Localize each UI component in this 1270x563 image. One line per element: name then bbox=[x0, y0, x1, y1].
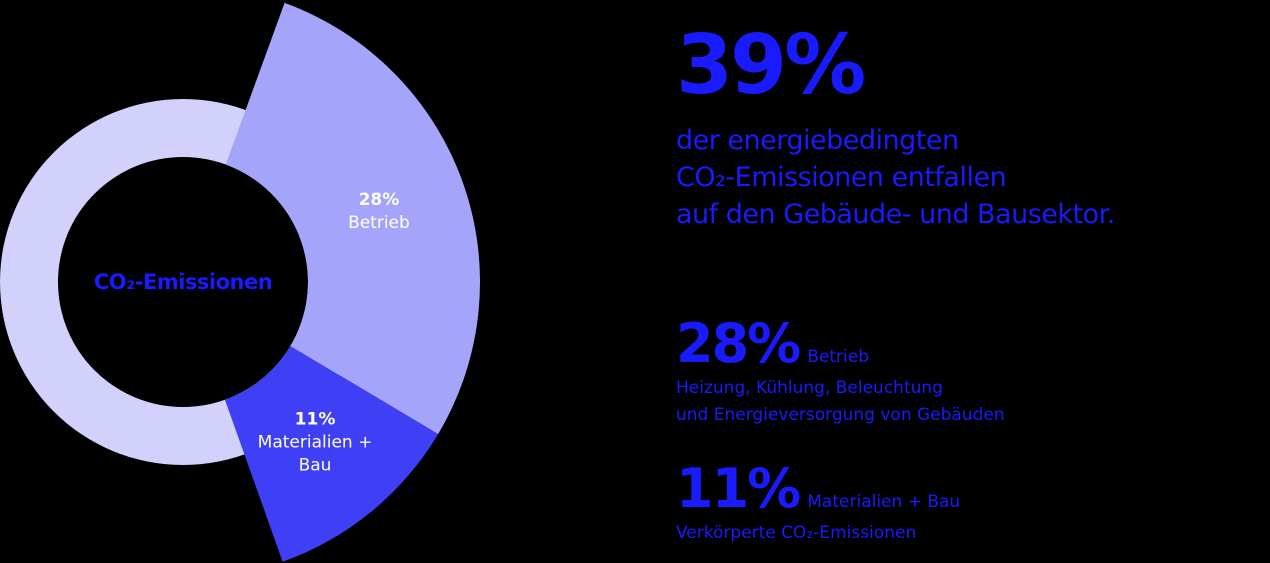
headline-line: auf den Gebäude- und Bausektor. bbox=[676, 199, 1115, 230]
headline-value: 39% bbox=[676, 18, 866, 113]
segment-label: 11% Materialien + Bau bbox=[250, 408, 380, 477]
detail-value: 11% bbox=[676, 457, 801, 520]
headline-line: der energiebedingten bbox=[676, 125, 959, 156]
detail: 28% Betrieb Heizung, Kühlung, Beleuchtung… bbox=[676, 312, 1005, 429]
segment-value: 11% bbox=[294, 409, 336, 430]
detail-line: Heizung, Kühlung, Beleuchtung bbox=[676, 378, 943, 398]
center-label: CO₂-Emissionen bbox=[93, 270, 273, 294]
segment-value: 28% bbox=[358, 190, 400, 211]
segment-name: Materialien + Bau bbox=[257, 432, 373, 476]
detail-name: Betrieb bbox=[807, 347, 870, 367]
segment-name: Betrieb bbox=[348, 213, 410, 234]
headline-text: der energiebedingten CO₂-Emissionen entf… bbox=[676, 122, 1115, 233]
pie-segment bbox=[224, 346, 439, 562]
segment-label: 28% Betrieb bbox=[314, 189, 444, 235]
pie-segment bbox=[225, 2, 480, 435]
detail: 11% Materialien + Bau Verkörperte CO₂-Emi… bbox=[676, 457, 960, 547]
ring-hole bbox=[58, 157, 308, 407]
detail-name: Materialien + Bau bbox=[807, 492, 961, 512]
detail-value: 28% bbox=[676, 312, 801, 375]
detail-line: Verkörperte CO₂-Emissionen bbox=[676, 523, 917, 543]
detail-line: und Energieversorgung von Gebäuden bbox=[676, 405, 1005, 425]
headline-line: CO₂-Emissionen entfallen bbox=[676, 162, 1007, 193]
